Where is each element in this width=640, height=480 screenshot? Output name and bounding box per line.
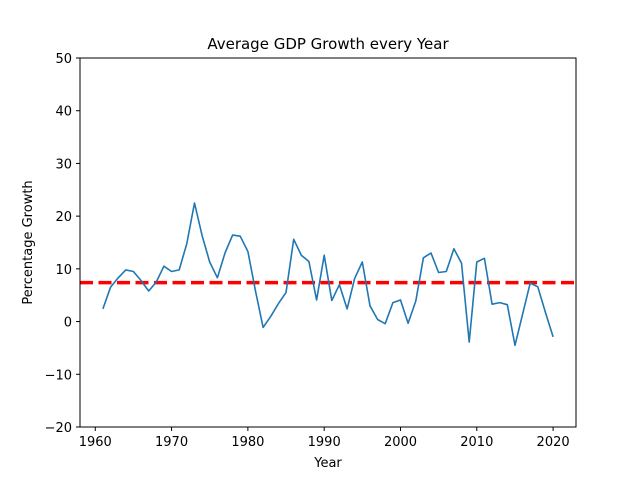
- y-tick-label: 10: [55, 263, 72, 278]
- chart-title: Average GDP Growth every Year: [207, 35, 449, 53]
- series-line: [102, 202, 554, 347]
- y-tick-label: 50: [55, 52, 72, 67]
- x-tick-label: 1960: [79, 435, 112, 450]
- x-axis-label: Year: [313, 456, 342, 471]
- y-tick-label: 0: [64, 316, 72, 331]
- plot-frame: [79, 57, 577, 428]
- x-tick-label: 1970: [155, 435, 188, 450]
- plot-area: [80, 58, 576, 427]
- y-tick-label: −10: [45, 368, 72, 383]
- x-tick-label: 1990: [308, 435, 341, 450]
- x-tick-label: 2000: [384, 435, 417, 450]
- x-tick-label: 2020: [537, 435, 570, 450]
- x-tick-label: 1980: [231, 435, 264, 450]
- y-tick-label: 20: [55, 210, 72, 225]
- axis-ticks: 1960 1970 1980 1990 2000 2010 2020 −20 −10 0 10 20 3…: [45, 52, 570, 450]
- y-tick-label: 30: [55, 157, 72, 172]
- y-tick-label: 40: [55, 105, 72, 120]
- y-axis-label: Percentage Growth: [21, 180, 36, 304]
- x-tick-label: 2010: [460, 435, 493, 450]
- y-tick-label: −20: [45, 421, 72, 436]
